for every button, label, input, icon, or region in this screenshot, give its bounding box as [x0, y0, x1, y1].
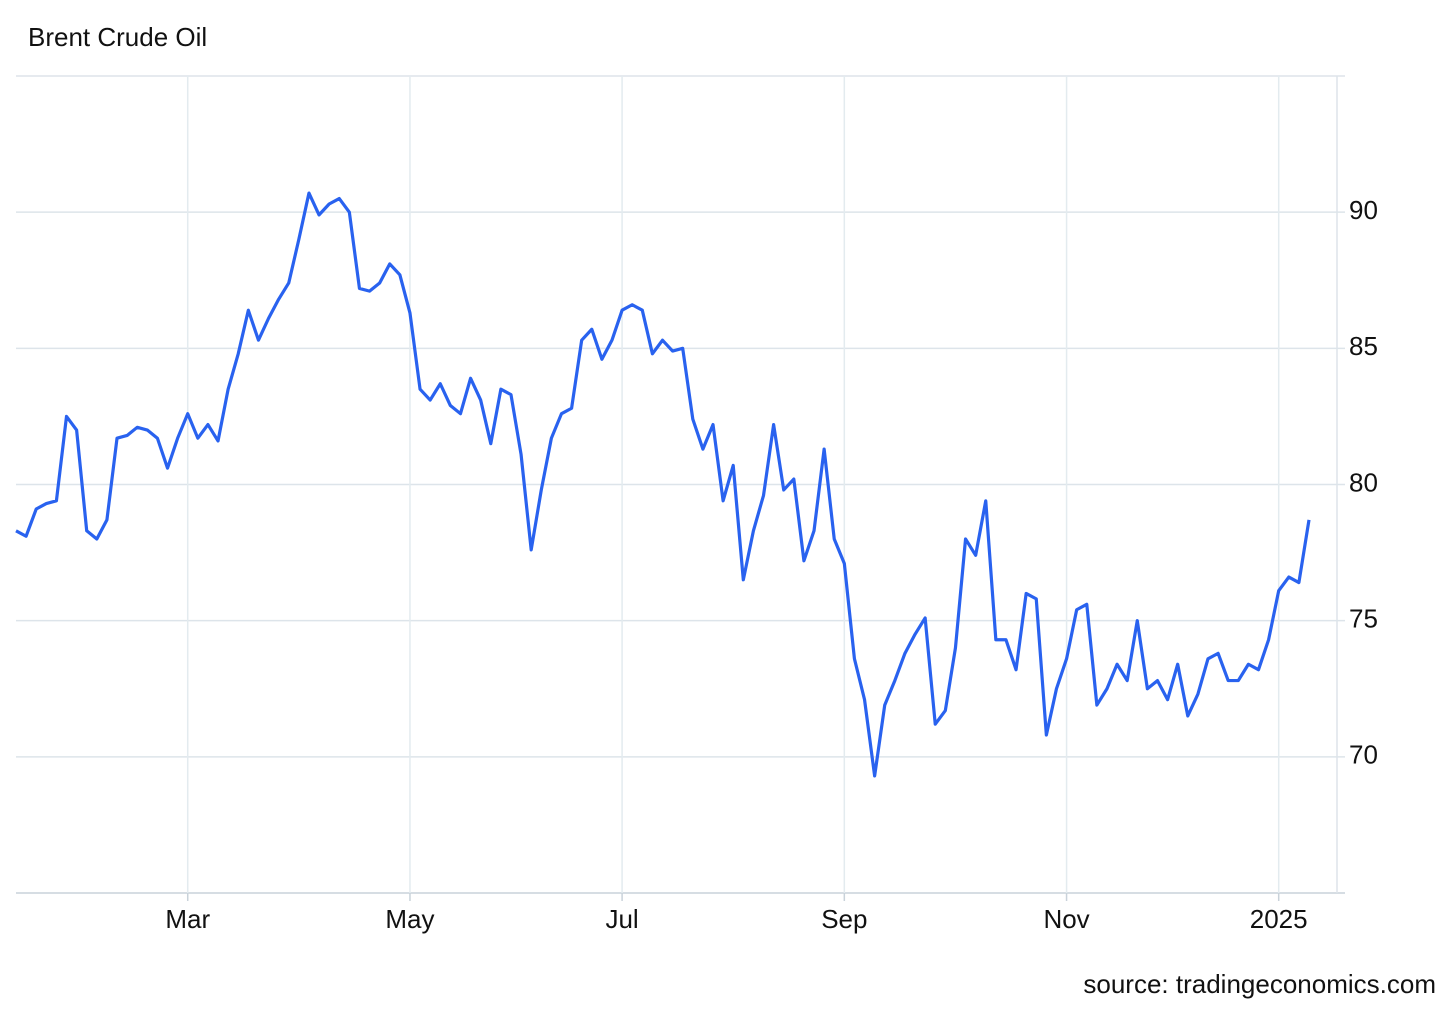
y-tick-label: 90: [1349, 195, 1378, 225]
x-tick-label: Jul: [605, 904, 638, 934]
source: source: tradingeconomics.com: [1083, 969, 1436, 999]
y-tick-label: 70: [1349, 740, 1378, 770]
chart-title: Brent Crude Oil: [28, 22, 207, 52]
x-tick-label: 2025: [1250, 904, 1308, 934]
x-tick-label: Mar: [165, 904, 210, 934]
y-tick-label: 80: [1349, 467, 1378, 497]
x-tick-label: May: [385, 904, 434, 934]
price-line: [15, 191, 1311, 778]
x-tick-label: Nov: [1043, 904, 1089, 934]
x-tick-label: Sep: [821, 904, 867, 934]
y-tick-label: 75: [1349, 604, 1378, 634]
y-tick-label: 85: [1349, 331, 1378, 361]
